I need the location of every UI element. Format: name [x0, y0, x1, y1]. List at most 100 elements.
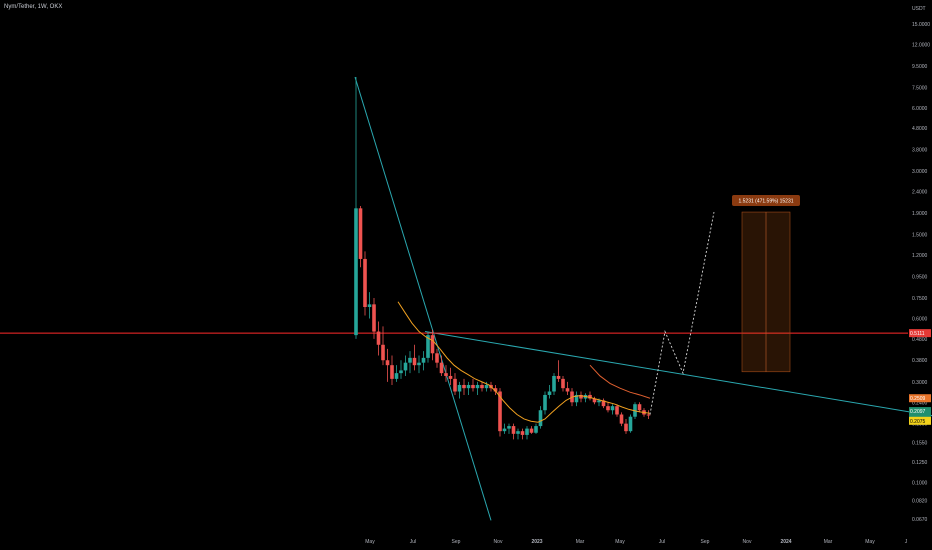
candle: [462, 378, 466, 395]
candle: [408, 351, 412, 374]
trendlines: [354, 76, 932, 521]
candle: [471, 378, 475, 392]
y-tick-label: 3.8000: [912, 148, 928, 154]
moving-average-line[interactable]: [397, 301, 651, 423]
y-tick-label: 0.1550: [912, 440, 928, 446]
candle-body: [565, 388, 570, 392]
candle-body: [475, 384, 480, 389]
candle-body: [358, 208, 363, 259]
candle: [534, 423, 538, 434]
candle: [601, 398, 606, 409]
candle-body: [561, 378, 565, 389]
price-range-label-bg: [732, 195, 800, 207]
moving-average-line-2[interactable]: [589, 364, 651, 399]
candle-body: [408, 357, 412, 363]
candle-body: [534, 426, 538, 433]
candle-body: [385, 360, 390, 366]
candle-body: [516, 431, 520, 434]
candle-body: [588, 394, 592, 399]
y-tick-label: 7.5000: [912, 85, 928, 91]
candle: [561, 375, 565, 392]
candle: [457, 381, 462, 399]
x-tick-label: 2023: [531, 539, 542, 545]
candle: [372, 298, 376, 339]
resistance-price-badge-bg: [909, 329, 931, 338]
candle: [511, 423, 516, 440]
candle-body: [615, 406, 619, 415]
candle: [448, 367, 453, 385]
candle: [583, 393, 588, 403]
y-tick-label: 0.0670: [912, 517, 928, 523]
x-tick-label: Nov: [494, 539, 503, 545]
candle: [354, 77, 358, 339]
projection-box: 1.5231 (471.59%) 15231: [732, 195, 800, 373]
candle-body: [624, 423, 628, 432]
candle: [466, 381, 471, 395]
candle-body: [376, 331, 381, 345]
candle-body: [426, 335, 430, 358]
candle: [529, 426, 534, 434]
trendline-price-badge-bg: [909, 416, 931, 425]
candle: [399, 360, 403, 379]
y-tick-label: 1.9000: [912, 211, 928, 217]
candle-body: [498, 391, 502, 432]
candle: [547, 384, 552, 399]
x-axis[interactable]: May Jul Sep Nov 2023 Mar May Jul Sep Nov 2024 Mar Ma…: [365, 539, 907, 545]
candle-body: [597, 400, 601, 403]
candle-body: [511, 426, 516, 434]
candle: [552, 373, 556, 395]
candle: [516, 428, 520, 440]
candle-body: [646, 414, 651, 416]
candle-body: [448, 375, 453, 379]
candle-body: [403, 362, 408, 371]
candle: [628, 414, 633, 433]
candle: [417, 355, 421, 374]
candle: [444, 365, 448, 382]
candle-body: [471, 384, 475, 389]
candle-body: [417, 362, 421, 366]
trendline-price-badge: 0.2075: [910, 419, 926, 425]
y-tick-label: 0.3000: [912, 380, 928, 386]
x-tick-label: 2024: [780, 539, 791, 545]
candle: [475, 381, 480, 395]
candle: [615, 404, 619, 417]
trendline-1[interactable]: [354, 76, 492, 521]
candle: [435, 348, 439, 368]
projection-path-line[interactable]: [649, 211, 715, 415]
candle-body: [520, 431, 525, 435]
candle: [646, 410, 651, 419]
trendline-2[interactable]: [424, 331, 932, 417]
y-tick-label: 1.2000: [912, 253, 928, 259]
y-tick-label: 0.1000: [912, 480, 928, 486]
x-tick-label: Jul: [659, 539, 665, 545]
moving-averages: [397, 301, 651, 423]
candle-body: [457, 384, 462, 392]
candle-body: [421, 357, 426, 363]
candle: [606, 402, 610, 413]
y-tick-label: 1.5000: [912, 233, 928, 239]
resistance-price-badge: 0.5111: [910, 331, 925, 337]
candle-body: [430, 335, 435, 354]
y-axis-unit: USDT: [912, 6, 926, 12]
candle-body: [399, 370, 403, 374]
candle: [637, 402, 642, 413]
y-axis[interactable]: USDT 15.0000 12.0000 9.5000 7.5000 6.0000 4.80…: [912, 6, 930, 523]
candle-body: [394, 373, 399, 379]
candle-body: [601, 400, 606, 407]
y-tick-label: 0.1250: [912, 460, 928, 466]
y-tick-label: 0.4800: [912, 337, 928, 343]
candle: [502, 423, 507, 434]
x-tick-label: Mar: [824, 539, 833, 545]
candle: [367, 292, 372, 319]
candle: [507, 423, 511, 434]
candle: [412, 344, 417, 371]
candle: [592, 396, 597, 405]
candle: [480, 381, 484, 392]
candle: [376, 321, 381, 356]
candle-body: [543, 394, 547, 411]
candle: [543, 391, 547, 415]
candle-body: [480, 384, 484, 389]
candle: [439, 355, 444, 376]
x-tick-label: Jul: [410, 539, 416, 545]
